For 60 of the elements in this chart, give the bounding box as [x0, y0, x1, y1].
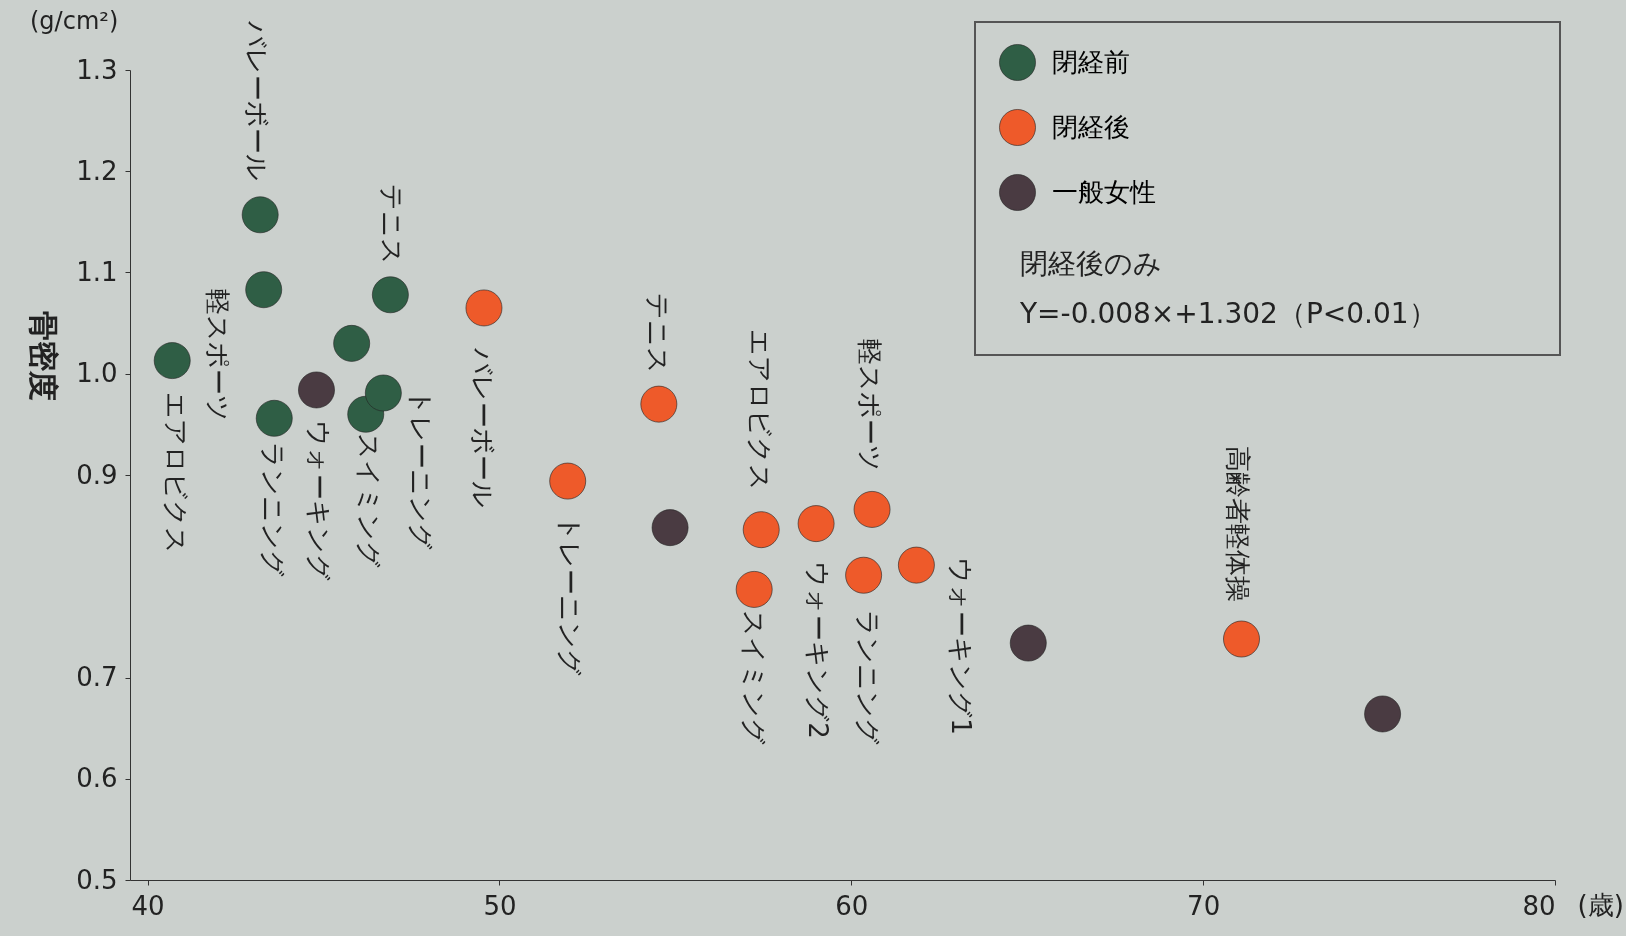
point — [845, 556, 882, 594]
annotation: テニス — [377, 183, 407, 265]
point — [1009, 624, 1047, 662]
point — [853, 491, 891, 528]
point — [333, 325, 370, 362]
point — [153, 342, 191, 379]
point — [742, 511, 780, 548]
point — [549, 462, 587, 500]
annotation: 高齢者軽体操 — [1223, 446, 1253, 602]
point — [365, 374, 402, 412]
point — [372, 276, 409, 314]
point — [1364, 695, 1401, 733]
y-axis-title: 骨密度 — [25, 310, 61, 401]
annotation: ランニング — [853, 609, 883, 745]
annotation: Y=-0.008×+1.302（P<0.01） — [1019, 297, 1437, 330]
text: (g/cm²) — [30, 7, 119, 35]
y-tick-label: 0.6 — [76, 763, 118, 794]
point — [1223, 620, 1260, 658]
y-tick-label: 0.9 — [76, 459, 118, 490]
annotation: 軽スポーツ — [855, 338, 885, 472]
x-tick-label: 60 — [835, 890, 869, 921]
annotation: スイミング — [739, 609, 769, 745]
annotation: ウォーキング2 — [803, 561, 833, 739]
annotation: ウォーキング — [304, 419, 334, 581]
annotation: トレーニング — [406, 388, 436, 550]
point — [651, 509, 689, 546]
x-tick-label: 80 — [1522, 890, 1556, 921]
point — [797, 505, 835, 542]
annotation: エアロビクス — [161, 392, 191, 554]
annotation: ランニング — [258, 441, 288, 577]
annotation: ウォーキング1 — [946, 557, 976, 735]
legend-label: 閉経後 — [1052, 111, 1130, 142]
point — [640, 385, 678, 423]
y-tick-label: 0.7 — [76, 662, 118, 692]
annotation: 閉経後のみ — [1020, 247, 1162, 280]
point — [298, 371, 335, 409]
annotation: トレーニング — [555, 514, 585, 676]
legend-label: 一般女性 — [1052, 176, 1156, 207]
annotation: テニス — [643, 292, 673, 374]
point — [245, 271, 283, 308]
annotation: スイミング — [354, 432, 384, 568]
y-tick-label: 1.2 — [76, 155, 118, 186]
x-tick-label: 40 — [131, 890, 165, 921]
legend-label: 閉経前 — [1052, 46, 1130, 77]
annotation: バレーボール — [242, 20, 272, 181]
x-axis-title: (歳) — [1577, 889, 1624, 920]
annotation: 軽スポーツ — [203, 288, 233, 422]
annotation: エアロビクス — [745, 329, 775, 491]
y-tick-label: 0.5 — [76, 864, 118, 895]
point — [898, 546, 935, 584]
x-tick-label: 50 — [483, 890, 517, 921]
point — [241, 196, 279, 234]
point — [255, 400, 293, 437]
y-tick-label: 1.1 — [76, 257, 118, 287]
point — [465, 289, 503, 327]
point — [735, 571, 773, 608]
annotation: バレーボール — [468, 347, 498, 508]
y-tick-label: 1.3 — [76, 54, 118, 85]
x-tick-label: 70 — [1187, 890, 1221, 921]
y-tick-label: 1.0 — [76, 358, 118, 389]
